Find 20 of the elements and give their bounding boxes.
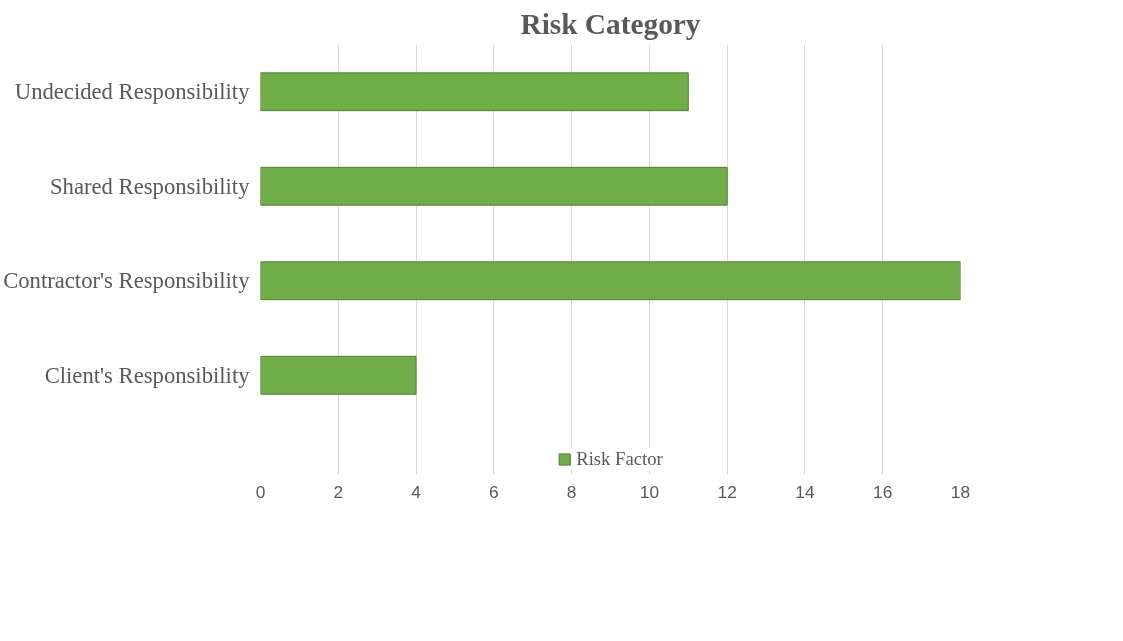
chart-title: Risk Category [520,7,701,40]
x-tick-label: 4 [411,481,422,502]
legend-label: Risk Factor [576,448,663,470]
bar [260,261,961,301]
y-tick-label: Shared Responsibility [50,173,251,199]
x-tick-label: 16 [873,481,893,502]
x-tick-label: 6 [489,481,499,502]
x-tick-label: 0 [255,481,266,502]
x-tick-label: 14 [795,481,815,502]
x-tick-label: 12 [717,481,737,502]
x-tick-label: 18 [950,481,971,502]
bar [260,72,689,112]
bar [260,355,417,395]
y-tick-label: Client's Responsibility [44,362,251,388]
y-tick-label: Undecided Responsibility [14,79,251,105]
x-tick-label: 8 [566,481,577,502]
y-tick-label: Contractor's Responsibility [3,268,251,294]
x-tick-label: 2 [333,481,344,502]
bar [260,166,728,206]
x-tick-label: 10 [639,481,660,502]
